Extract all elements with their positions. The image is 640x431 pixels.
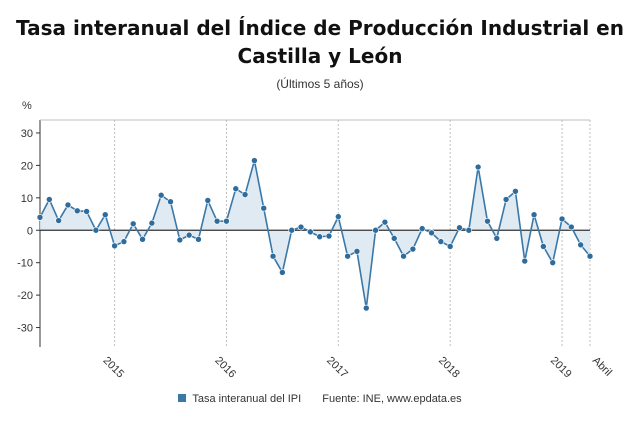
data-point[interactable] [502, 196, 510, 203]
data-point[interactable] [530, 211, 538, 218]
data-point[interactable] [418, 225, 426, 232]
data-point[interactable] [558, 215, 566, 223]
y-tick-label: 0 [27, 225, 33, 237]
y-tick-label: 30 [21, 128, 33, 140]
y-tick-label: -10 [17, 258, 33, 270]
series-line [39, 159, 591, 309]
legend-series-label: Tasa interanual del IPI [192, 393, 302, 405]
y-tick-label: 10 [21, 193, 33, 205]
source-note: Fuente: INE, www.epdata.es [322, 393, 462, 405]
x-tick-label: 2019 [548, 355, 574, 381]
data-point[interactable] [297, 223, 305, 231]
data-point[interactable] [325, 232, 333, 240]
legend-series-item[interactable]: Tasa interanual del IPI [178, 393, 304, 405]
data-point[interactable] [512, 188, 519, 195]
data-point[interactable] [316, 233, 323, 241]
data-point[interactable] [269, 252, 277, 260]
x-tick-label: 2017 [324, 355, 350, 381]
data-point[interactable] [204, 197, 212, 204]
x-tick-label: 2018 [436, 355, 462, 381]
data-point[interactable] [446, 243, 454, 250]
data-point[interactable] [167, 198, 174, 206]
data-point[interactable] [493, 235, 501, 242]
data-point[interactable] [372, 226, 379, 234]
chart-subtitle: (Últimos 5 años) [276, 77, 364, 91]
data-point[interactable] [223, 217, 230, 225]
chart-legend: Tasa interanual del IPI Fuente: INE, www… [0, 393, 640, 405]
data-point[interactable] [92, 226, 100, 234]
data-point[interactable] [111, 242, 118, 250]
x-end-label: Abril [590, 355, 614, 379]
data-point[interactable] [335, 213, 342, 220]
y-tick-label: -20 [17, 290, 33, 302]
data-point[interactable] [456, 224, 463, 231]
data-point[interactable] [400, 252, 407, 260]
data-point[interactable] [521, 257, 529, 265]
data-point[interactable] [484, 217, 491, 225]
data-point[interactable] [540, 243, 547, 250]
x-tick-label: 2015 [100, 355, 126, 381]
data-point[interactable] [120, 238, 128, 245]
data-point[interactable] [409, 245, 417, 253]
data-point[interactable] [260, 204, 268, 212]
data-point[interactable] [428, 229, 435, 237]
data-point[interactable] [176, 236, 184, 244]
data-point[interactable] [279, 269, 286, 276]
data-point[interactable] [64, 201, 72, 209]
data-point[interactable] [139, 236, 146, 243]
data-point[interactable] [390, 235, 398, 242]
data-point[interactable] [148, 219, 156, 227]
data-point[interactable] [55, 217, 62, 224]
y-tick-label: 20 [21, 160, 33, 172]
y-tick-label: -30 [17, 323, 33, 335]
data-point[interactable] [241, 191, 249, 198]
data-point[interactable] [465, 226, 473, 234]
data-point[interactable] [437, 238, 445, 245]
data-point[interactable] [288, 226, 295, 234]
chart-title: Tasa interanual del Índice de Producción… [16, 16, 624, 68]
data-point[interactable] [577, 241, 584, 249]
data-point[interactable] [83, 208, 90, 215]
data-point[interactable] [73, 207, 81, 215]
data-point[interactable] [344, 252, 351, 260]
data-point[interactable] [46, 196, 53, 203]
data-point[interactable] [213, 217, 221, 225]
data-point[interactable] [232, 185, 240, 193]
data-point[interactable] [36, 213, 44, 221]
data-point[interactable] [157, 191, 165, 199]
data-point[interactable] [568, 223, 575, 231]
data-point[interactable] [129, 220, 137, 228]
data-point[interactable] [251, 157, 258, 164]
x-tick-label: 2016 [212, 355, 238, 381]
data-point[interactable] [307, 228, 314, 236]
data-point[interactable] [549, 259, 557, 266]
data-point[interactable] [474, 163, 482, 171]
data-point[interactable] [586, 252, 594, 260]
data-point[interactable] [381, 218, 389, 226]
data-point[interactable] [353, 248, 361, 255]
data-point[interactable] [185, 231, 193, 239]
y-axis-unit-label: % [22, 100, 32, 112]
data-point[interactable] [195, 236, 202, 243]
legend-swatch-icon [178, 394, 187, 403]
data-point[interactable] [101, 211, 109, 218]
data-point[interactable] [362, 304, 370, 312]
